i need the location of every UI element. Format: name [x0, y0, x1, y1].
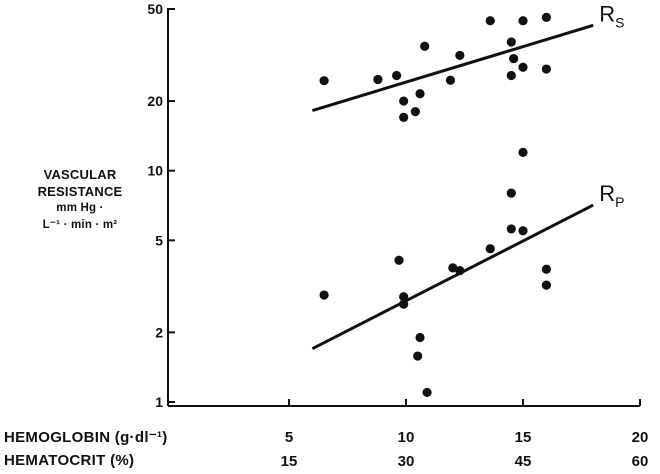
data-point-rp [506, 224, 516, 234]
data-point-rp [415, 332, 425, 343]
data-point-rp [506, 188, 516, 198]
x-axis-label-hematocrit: HEMATOCRIT (%) [4, 452, 135, 469]
data-point-rs [373, 74, 383, 85]
data-point-rs [445, 75, 456, 85]
y-ticks: 1 2 5 10 20 50 [147, 1, 175, 410]
x-tick-label-hematocrit: 30 [398, 453, 415, 470]
data-point-rs [518, 16, 528, 26]
fit-line-rs [311, 23, 594, 112]
data-point-rs [410, 107, 420, 117]
series-label-rp-main: R [599, 181, 615, 206]
x-axis-label-hemoglobin: HEMOGLOBIN (g·dl⁻¹) [4, 429, 168, 446]
axes [167, 8, 640, 407]
y-tick-label: 20 [147, 93, 163, 109]
y-tick-label: 2 [155, 324, 163, 340]
data-point-rp [399, 299, 409, 309]
series-label-rp: RP [599, 181, 624, 210]
data-point-rs [399, 112, 409, 122]
data-point-rp [394, 255, 404, 265]
series-label-rp-sub: P [615, 194, 624, 210]
data-point-rs [485, 16, 495, 26]
data-point-rs [420, 41, 430, 51]
fit-lines [311, 23, 594, 351]
y-axis-label-line-1: VASCULAR [43, 167, 117, 182]
fit-line-rp [311, 203, 594, 351]
data-point-rs [518, 62, 528, 72]
y-tick-label: 10 [147, 163, 163, 179]
data-point-rs [415, 89, 425, 99]
series-label-rs-sub: S [615, 14, 624, 30]
data-point-rp [319, 290, 329, 300]
data-point-rs [506, 70, 516, 81]
data-point-rp [413, 351, 423, 361]
y-axis-label: VASCULAR RESISTANCE mm Hg · L⁻¹ · min · … [0, 166, 160, 234]
data-points [319, 12, 552, 398]
data-point-rp [455, 265, 465, 276]
y-tick-label: 50 [147, 1, 163, 17]
data-point-rs [506, 37, 516, 47]
x-tick-label-hemoglobin: 15 [515, 429, 532, 446]
data-point-rp [448, 263, 458, 273]
x-tick-label-hematocrit: 45 [515, 453, 532, 470]
y-axis-label-line-2: RESISTANCE [37, 184, 123, 199]
y-axis-label-line-4: L⁻¹ · min · m² [42, 219, 118, 231]
data-point-rs [392, 70, 402, 81]
x-tick-label-hematocrit: 15 [281, 453, 298, 470]
x-tick-label-hemoglobin: 20 [632, 429, 649, 446]
data-point-rp [422, 387, 432, 398]
data-point-rp [518, 226, 528, 236]
x-ticks: 5 15 10 30 15 45 20 60 [281, 399, 649, 470]
data-point-rs [399, 96, 409, 106]
data-point-rs [319, 76, 329, 86]
y-tick-label: 1 [155, 394, 163, 410]
y-tick-label: 5 [155, 232, 163, 248]
data-point-rs [541, 64, 552, 74]
x-tick-label-hemoglobin: 10 [398, 429, 415, 446]
data-point-rs [455, 50, 465, 61]
data-point-rp [541, 280, 552, 290]
series-label-rs-main: R [599, 1, 615, 26]
data-point-rp [399, 292, 409, 302]
data-point-rs [541, 12, 552, 22]
data-point-rp [518, 147, 528, 157]
data-point-rp [485, 244, 495, 254]
data-point-rp [541, 264, 552, 274]
series-label-rs: RS [599, 1, 624, 30]
x-tick-label-hemoglobin: 5 [285, 429, 293, 446]
y-axis-label-line-3: mm Hg · [56, 202, 104, 214]
data-point-rs [509, 54, 519, 64]
x-tick-label-hematocrit: 60 [632, 453, 649, 470]
